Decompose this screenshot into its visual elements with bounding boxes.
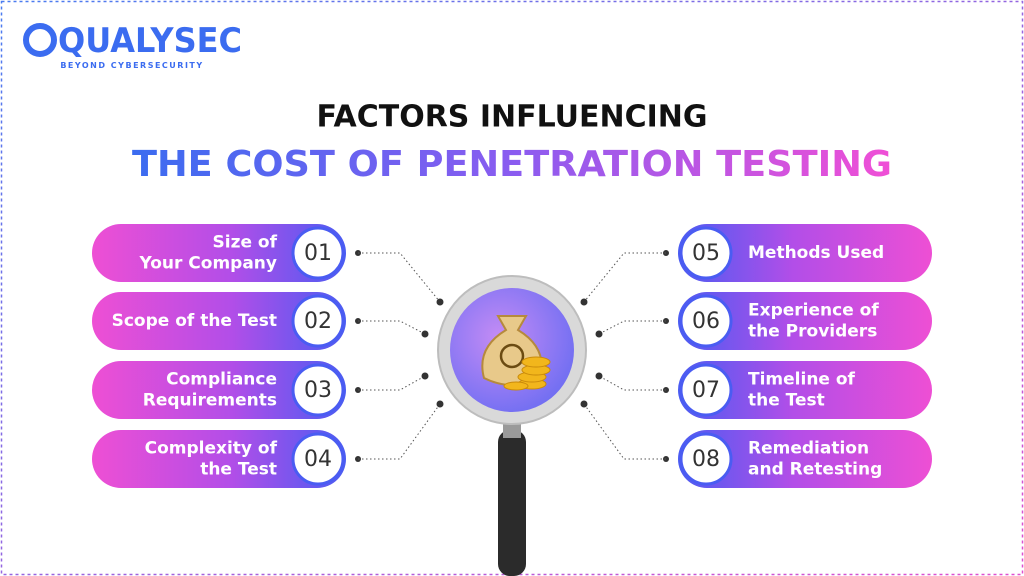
factor-pill — [92, 361, 346, 419]
connector-dot — [580, 400, 588, 408]
number-badge — [291, 294, 345, 348]
number-badge — [679, 432, 733, 486]
connector-dot — [436, 400, 444, 408]
factor-label: the Test — [200, 460, 277, 480]
bag-symbol — [499, 343, 525, 369]
connector-dot — [421, 372, 429, 380]
handle — [498, 430, 526, 576]
factor-pill — [678, 292, 932, 350]
factor-pill — [678, 224, 932, 282]
number-badge — [291, 226, 345, 280]
number-badge — [291, 363, 345, 417]
factor-label: the Providers — [748, 322, 877, 342]
factor-number: 06 — [692, 309, 720, 334]
coins — [503, 356, 551, 391]
factor-number: 07 — [692, 378, 720, 403]
connector-dot — [421, 330, 429, 338]
factor-label: Size of — [213, 233, 278, 253]
magnifier — [437, 275, 587, 576]
factor-label: Complexity of — [145, 439, 278, 459]
connector-dot — [595, 372, 603, 380]
factor-label: Compliance — [166, 370, 277, 390]
connector-dot — [436, 298, 444, 306]
factor-item: 05 Methods Used — [580, 224, 932, 306]
number-badge — [679, 294, 733, 348]
connector — [598, 375, 666, 391]
factor-label: Remediation — [748, 439, 869, 459]
logo: QUALYSEC BEYOND CYBERSECURITY — [23, 21, 242, 70]
connector — [583, 403, 666, 460]
factor-number: 08 — [692, 447, 720, 472]
connector — [358, 252, 441, 303]
factor-number: 02 — [304, 309, 332, 334]
connector — [598, 320, 666, 335]
factor-number: 01 — [304, 241, 332, 266]
title-line2: THE COST OF PENETRATION TESTING — [132, 144, 892, 185]
logo-tagline: BEYOND CYBERSECURITY — [60, 61, 203, 70]
factor-label: Methods Used — [748, 243, 884, 263]
logo-name: QUALYSEC — [58, 21, 242, 61]
connector — [358, 403, 441, 460]
number-badge — [679, 363, 733, 417]
factor-item: 02 Scope of the Test — [92, 292, 429, 350]
factor-label: Scope of the Test — [112, 311, 277, 331]
connector-dot — [595, 330, 603, 338]
factor-pill — [678, 361, 932, 419]
factor-pill — [92, 292, 346, 350]
connector — [358, 375, 426, 391]
factor-number: 05 — [692, 241, 720, 266]
factor-pill — [678, 430, 932, 488]
factor-label: Timeline of — [748, 370, 856, 390]
factor-label: Your Company — [138, 254, 277, 274]
factor-number: 03 — [304, 378, 332, 403]
connector — [583, 252, 666, 303]
number-badge — [291, 432, 345, 486]
factor-pill — [92, 224, 346, 282]
factor-label: Experience of — [748, 301, 879, 321]
connector-dot — [580, 298, 588, 306]
factor-label: and Retesting — [748, 460, 882, 480]
factor-label: the Test — [748, 391, 825, 411]
factor-pill — [92, 430, 346, 488]
logo-icon — [23, 23, 57, 57]
number-badge — [679, 226, 733, 280]
connector — [358, 320, 426, 335]
title-line1: FACTORS INFLUENCING — [316, 100, 707, 135]
factor-label: Requirements — [143, 391, 277, 411]
factor-number: 04 — [304, 447, 332, 472]
